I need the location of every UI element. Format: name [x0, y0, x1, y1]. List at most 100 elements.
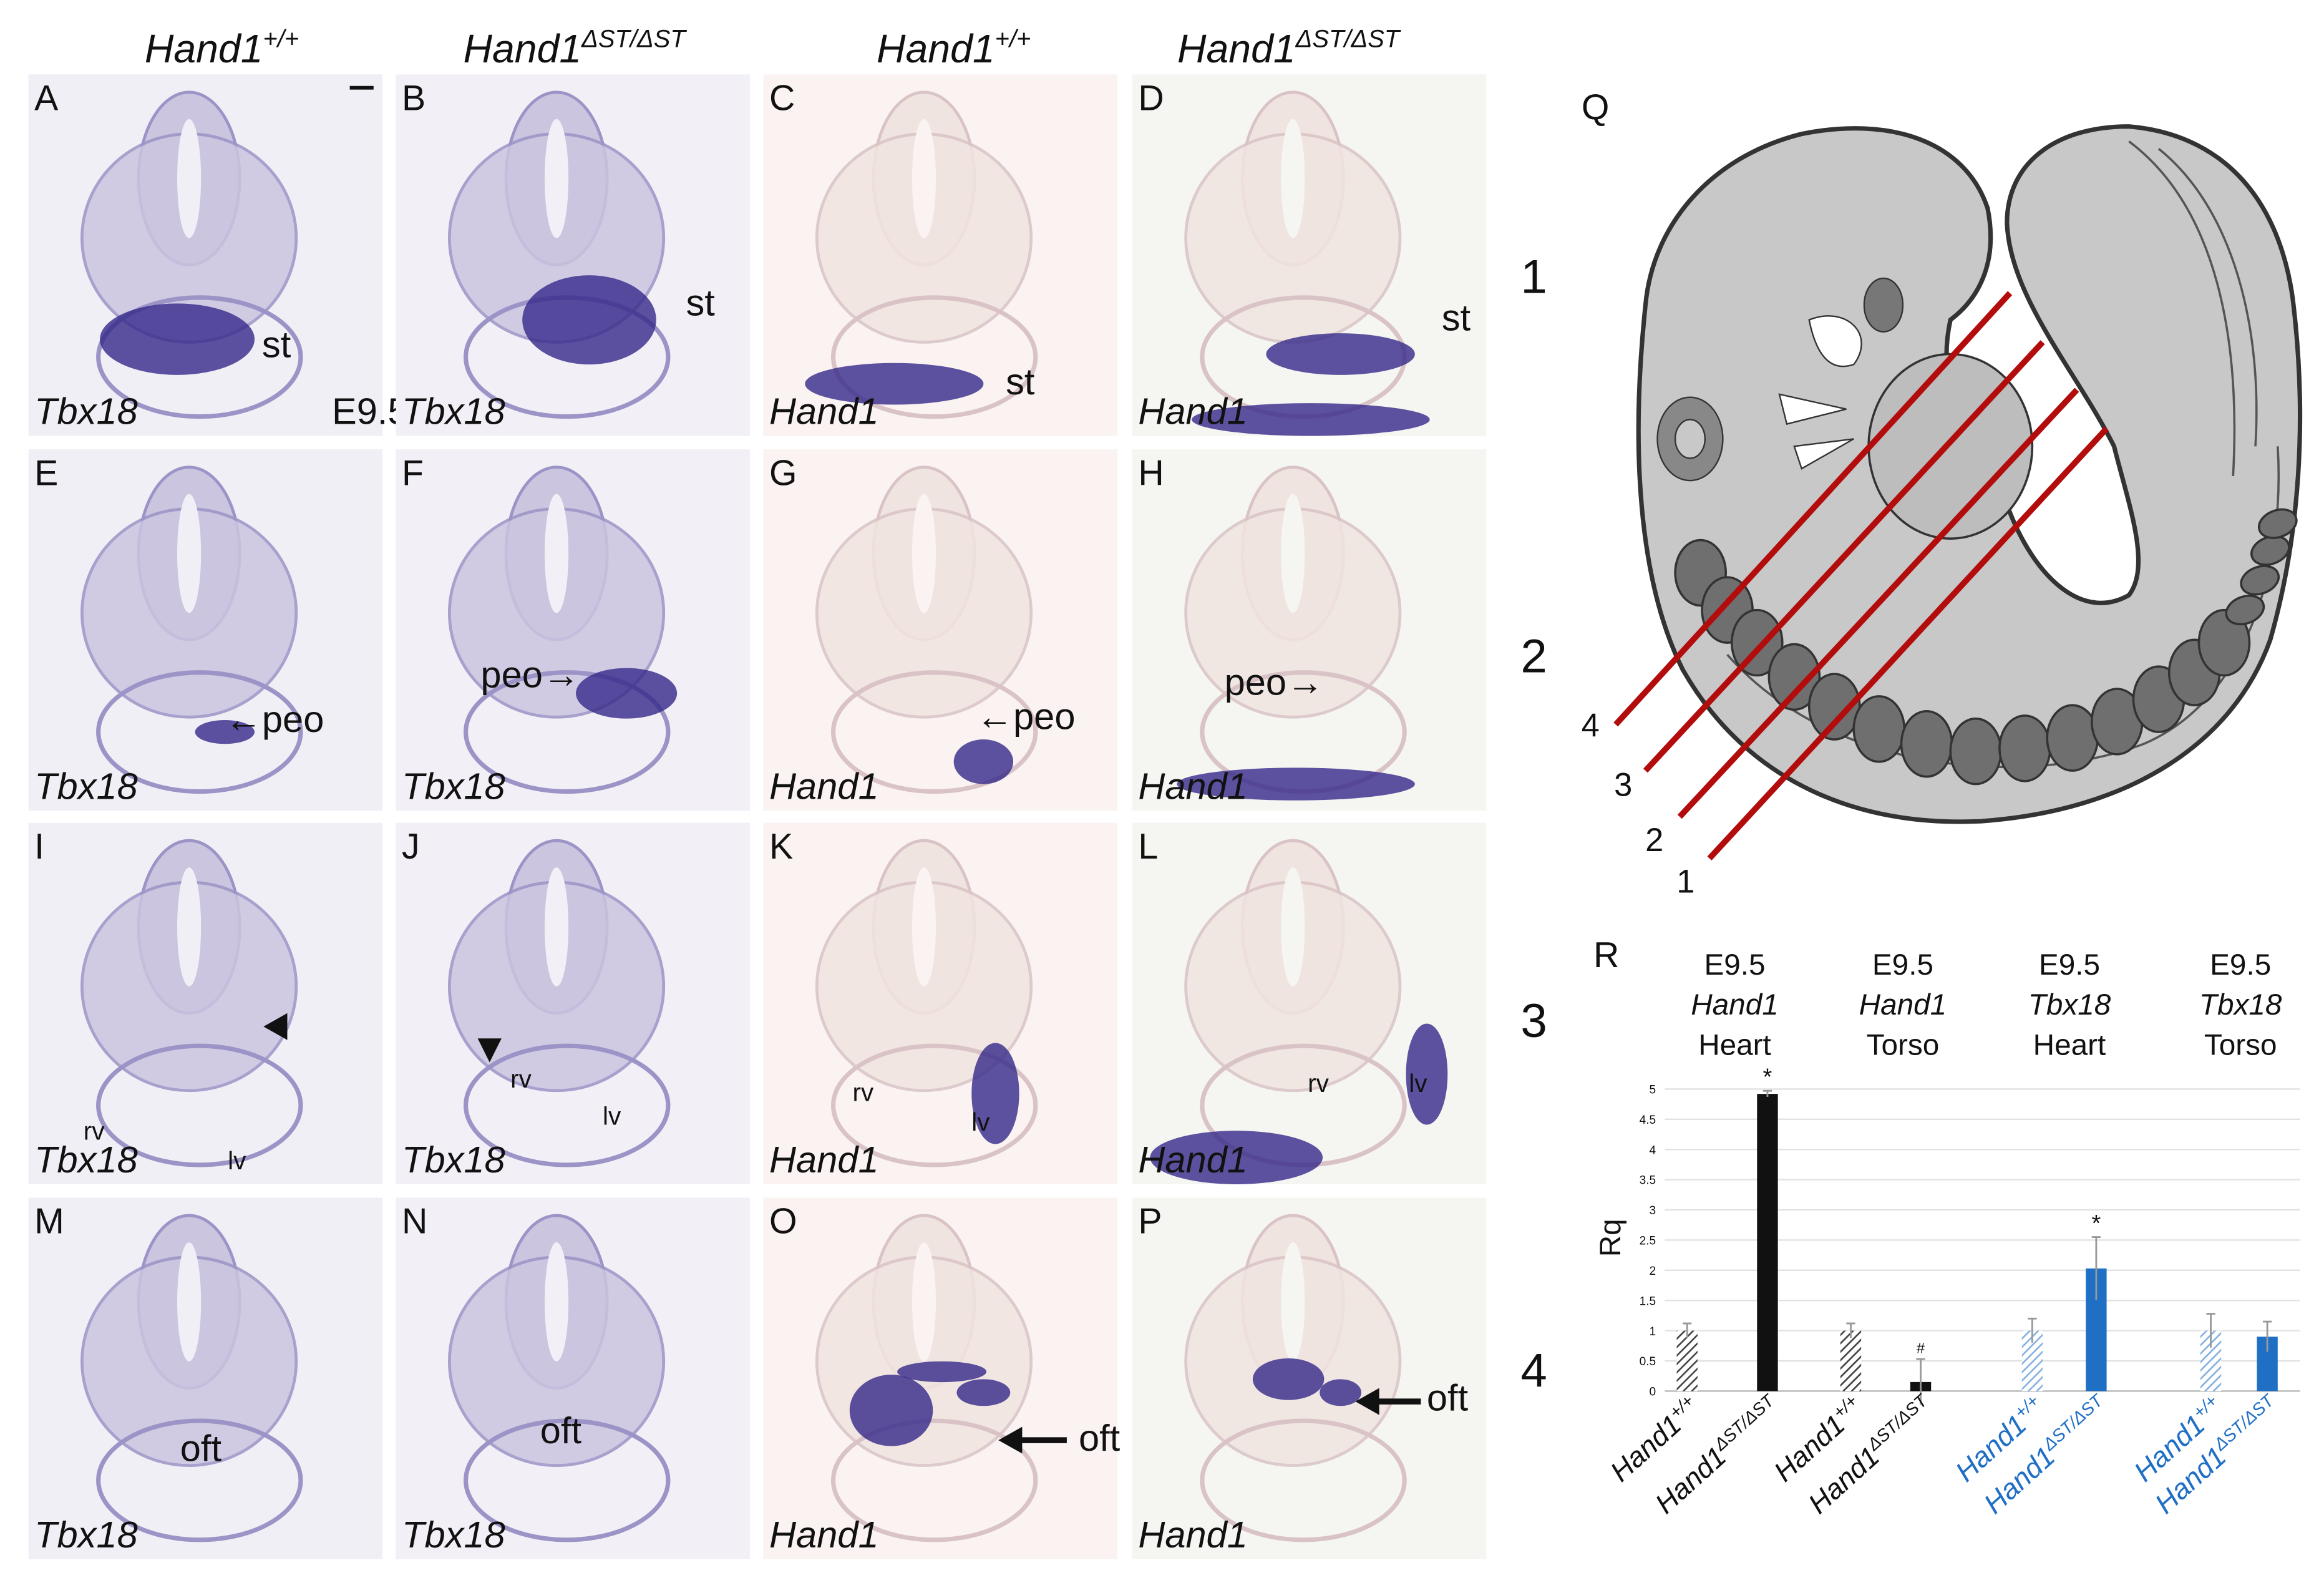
heart-tissue: [464, 1418, 671, 1542]
micrograph-panel: C Hand1 st: [763, 74, 1117, 436]
optic-vesicle: [1863, 277, 1904, 333]
panel-letter: O: [769, 1202, 797, 1242]
y-tick-label: 0.5: [1640, 1355, 1656, 1368]
panel-letter: P: [1138, 1202, 1162, 1242]
annotation: st: [686, 281, 715, 323]
genotype-label: Hand1+/+: [877, 26, 1031, 71]
micrograph-panel: N Tbx18 oft: [396, 1197, 751, 1559]
group-header: Hand1: [1691, 988, 1778, 1021]
bar: [1840, 1330, 1862, 1391]
heart-tissue: [830, 1418, 1038, 1542]
annotation: rv: [510, 1064, 532, 1093]
lumen: [1281, 867, 1305, 986]
micrograph-panel: O Hand1 oft: [763, 1197, 1121, 1559]
section-line-label: 4: [1582, 708, 1600, 744]
gene-name: Hand1: [1177, 26, 1296, 71]
genotype-superscript: ΔST/ΔST: [581, 26, 687, 53]
bar: [1757, 1094, 1778, 1391]
micrograph-panel: E Tbx18 ←peo: [28, 449, 383, 811]
group-header: Hand1: [1859, 988, 1947, 1021]
gene-label: Hand1: [1138, 1139, 1248, 1181]
neural-tube: [2157, 148, 2258, 447]
annotation: ←peo: [976, 695, 1075, 737]
somite: [1998, 714, 2051, 782]
y-tick-label: 1.5: [1640, 1295, 1656, 1308]
y-tick-label: 4.5: [1640, 1114, 1656, 1127]
panel-letter: E: [34, 453, 58, 493]
heart-tissue: [830, 295, 1038, 419]
otic-vesicle: [1674, 419, 1706, 459]
micrograph-panel: K Hand1 rv lv: [763, 822, 1117, 1184]
stain: [897, 1361, 987, 1383]
panel-letter: Q: [1582, 87, 1610, 127]
gene-name: Hand1: [877, 26, 995, 71]
gene-label: Tbx18: [34, 765, 138, 807]
section-line-label: 3: [1614, 767, 1632, 804]
heart-tissue: [96, 1418, 303, 1542]
lumen: [1281, 1242, 1305, 1361]
gene-label: Tbx18: [402, 1139, 505, 1181]
gene-label: Tbx18: [34, 391, 138, 432]
micrograph-panel: G Hand1 ←peo: [763, 449, 1117, 811]
section-line: [1707, 426, 2109, 861]
stain: [1150, 1131, 1323, 1184]
somite: [2257, 508, 2298, 539]
panel-letter: G: [769, 453, 797, 493]
lumen: [544, 867, 569, 986]
group-header: E9.5: [2039, 948, 2100, 981]
panel-letter: C: [769, 78, 795, 118]
y-tick-label: 1: [1650, 1325, 1656, 1338]
panel-letter: A: [34, 78, 59, 118]
section-line: [1643, 340, 2045, 773]
lumen: [912, 1242, 936, 1361]
somite: [2240, 565, 2280, 596]
somite: [2197, 608, 2251, 677]
panel-letter: F: [402, 453, 424, 493]
micrograph-panel: J Tbx18 rv lv: [396, 822, 751, 1184]
stain: [576, 668, 678, 719]
pharyngeal-arch: [1808, 315, 1862, 368]
arrowhead: [477, 1038, 502, 1063]
gene-label: Hand1: [769, 765, 879, 807]
gene-label: Tbx18: [402, 391, 505, 432]
genotype-superscript: +/+: [263, 26, 299, 53]
heart-tissue: [830, 670, 1038, 794]
y-tick-label: 0: [1650, 1386, 1656, 1399]
stain: [1320, 1379, 1362, 1406]
significance-marker: *: [1763, 1064, 1772, 1091]
heart-tissue: [96, 670, 303, 794]
somite: [1730, 608, 1784, 677]
lumen: [544, 119, 569, 238]
lumen: [177, 1242, 202, 1361]
lumen: [912, 494, 936, 613]
annotation: lv: [603, 1102, 621, 1131]
neural-tube: [2128, 140, 2236, 477]
panel-letter: H: [1138, 453, 1164, 493]
group-header: Tbx18: [2199, 988, 2282, 1021]
y-tick-label: 5: [1650, 1084, 1656, 1097]
annotation: ←peo: [225, 698, 324, 740]
heart-tissue: [96, 295, 303, 419]
panel-letter: D: [1138, 78, 1164, 118]
section-line-label: 1: [1676, 864, 1694, 900]
annotation: E9.5: [332, 391, 409, 432]
gene-label: Tbx18: [402, 765, 505, 807]
annotation: st: [262, 323, 291, 365]
somite: [2250, 535, 2290, 566]
y-axis-label: Rq: [1594, 1219, 1627, 1257]
group-header: E9.5: [2210, 948, 2271, 981]
section-line: [1677, 387, 2079, 819]
annotation: lv: [1409, 1069, 1427, 1098]
somite: [1949, 717, 2003, 786]
annotation: peo→: [480, 654, 580, 696]
stain: [100, 303, 255, 375]
micrograph-panel: B Tbx18 st: [396, 74, 751, 436]
gene-label: Tbx18: [402, 1514, 505, 1556]
lumen: [544, 494, 569, 613]
micrograph-panel: P Hand1 oft: [1132, 1197, 1487, 1559]
panel-letter: J: [402, 827, 420, 867]
group-header: Tbx18: [2028, 988, 2111, 1021]
panel-letter: B: [402, 78, 425, 118]
